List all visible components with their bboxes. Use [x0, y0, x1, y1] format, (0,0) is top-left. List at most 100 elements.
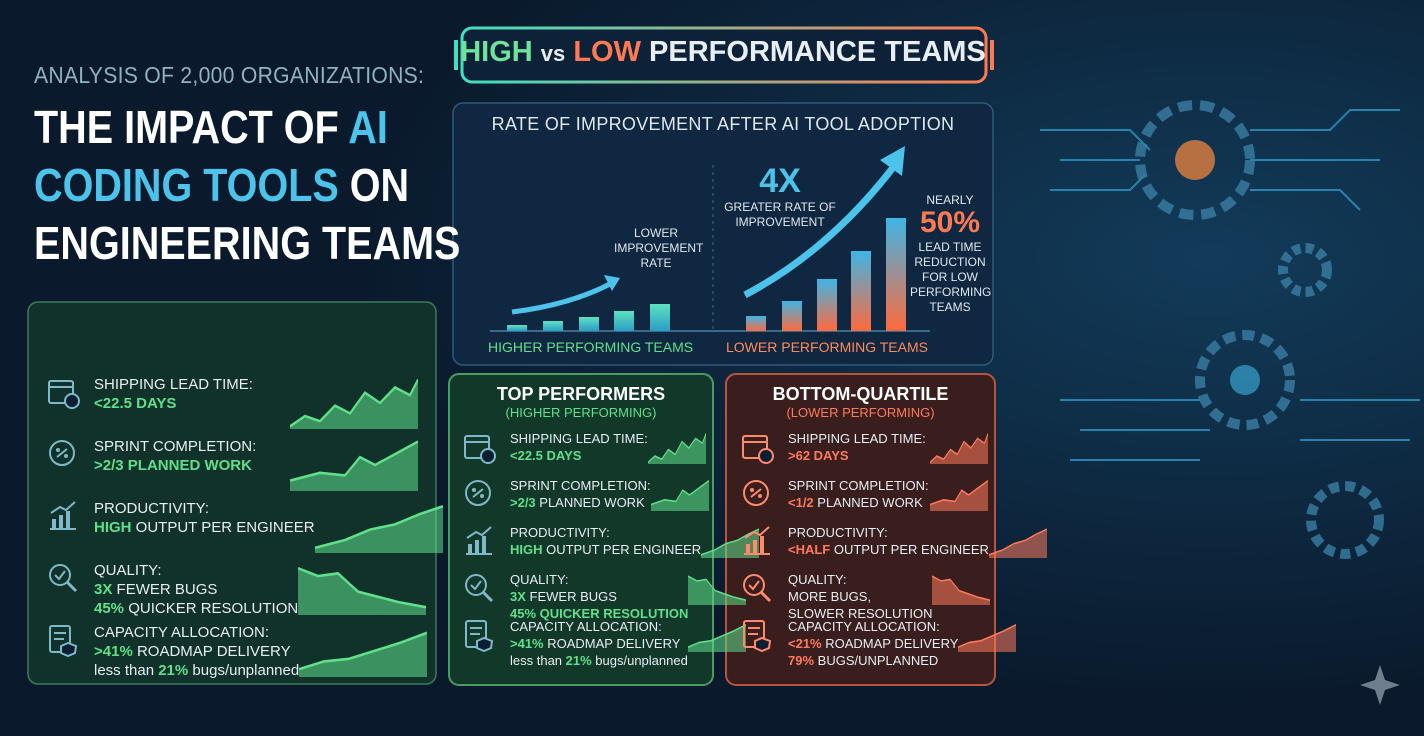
- metric-row: SHIPPING LEAD TIME: <22.5 DAYS: [462, 430, 706, 464]
- metric-line: <1/2 PLANNED WORK: [788, 494, 930, 511]
- title-part: CODING TOOLS: [34, 159, 339, 211]
- metric-value: PLANNED WORK: [813, 495, 923, 510]
- icon: [465, 574, 494, 603]
- metric-value: ROADMAP DELIVERY: [821, 636, 959, 651]
- icon: [49, 625, 78, 657]
- metric-label: SHIPPING LEAD TIME:: [94, 376, 253, 393]
- metric-row: CAPACITY ALLOCATION: >41% ROADMAP DELIVER…: [46, 623, 428, 680]
- card-subtitle: (LOWER PERFORMING): [786, 405, 935, 420]
- metric-value: <21%: [788, 636, 822, 651]
- metric-value: <22.5 DAYS: [94, 395, 177, 412]
- metric-value: 3X: [510, 589, 526, 604]
- metric-value: PLANNED WORK: [535, 495, 645, 510]
- metric-label: QUALITY:: [788, 572, 847, 587]
- metric-value: OUTPUT PER ENGINEER: [542, 542, 702, 557]
- sparkline: [688, 575, 747, 605]
- metric-value: HIGH: [94, 519, 132, 536]
- metric-label: QUALITY:: [510, 572, 569, 587]
- metric-label: SPRINT COMPLETION:: [788, 478, 929, 493]
- icon: [48, 380, 80, 409]
- percent-note: LEAD TIME REDUCTION FOR LOW PERFORMING T…: [910, 240, 992, 314]
- metric-value: ROADMAP DELIVERY: [132, 643, 291, 660]
- metric-value: QUICKER RESOLUTION: [124, 600, 299, 617]
- sparkline: [930, 479, 988, 511]
- metric-line: less than 21% bugs/unplanned: [94, 661, 299, 680]
- chart-title: RATE OF IMPROVEMENT AFTER AI TOOL ADOPTI…: [491, 114, 955, 134]
- metric-label: CAPACITY ALLOCATION:: [94, 624, 270, 641]
- metric-line: 45% QUICKER RESOLUTION: [94, 599, 298, 618]
- metric-value: >2/3 PLANNED WORK: [94, 457, 252, 474]
- sparkline: [650, 479, 709, 511]
- metric-value: 21%: [158, 662, 189, 679]
- metric-row: QUALITY: 3X FEWER BUGS 45% QUICKER RESOLUT…: [462, 571, 747, 622]
- metric-line: <22.5 DAYS: [510, 447, 648, 464]
- metric-line: SLOWER RESOLUTION: [788, 605, 932, 622]
- sparkline: [290, 440, 418, 491]
- sparkline: [932, 575, 991, 605]
- metric-row: QUALITY: 3X FEWER BUGS 45% QUICKER RESOLUT…: [46, 561, 427, 618]
- metric-text: QUALITY: 3X FEWER BUGS 45% QUICKER RESOLUT…: [510, 571, 688, 622]
- metric-label: CAPACITY ALLOCATION:: [788, 619, 940, 634]
- metric-value: FEWER BUGS: [525, 589, 617, 604]
- metric-row: CAPACITY ALLOCATION: <21% ROADMAP DELIVER…: [740, 618, 1017, 669]
- metric-value: 21%: [565, 653, 592, 668]
- metric-value: BUGS/UNPLANNED: [814, 653, 939, 668]
- main-title: THE IMPACT OF AI CODING TOOLS ON ENGINEERI…: [34, 98, 460, 272]
- metric-line: >41% ROADMAP DELIVERY: [94, 642, 299, 661]
- metric-value: <22.5 DAYS: [510, 448, 582, 463]
- icon: [49, 564, 78, 593]
- axis-label: HIGHER PERFORMING TEAMS: [488, 339, 694, 355]
- metric-line: >62 DAYS: [788, 447, 930, 464]
- low-note: LOWER IMPROVEMENT RATE: [614, 226, 704, 270]
- metric-line: HIGH OUTPUT PER ENGINEER: [94, 518, 315, 537]
- icon: [465, 620, 494, 652]
- metric-value: 3X: [94, 581, 113, 598]
- metric-value: ROADMAP DELIVERY: [543, 636, 681, 651]
- metric-text: SHIPPING LEAD TIME: >62 DAYS: [788, 430, 930, 464]
- metric-line: 3X FEWER BUGS: [510, 588, 688, 605]
- axis-label: LOWER PERFORMING TEAMS: [726, 339, 928, 355]
- metric-value: >2/3: [510, 495, 536, 510]
- sparkline: [298, 566, 427, 615]
- card-title: BOTTOM-QUARTILE: [772, 384, 949, 404]
- metric-row: SPRINT COMPLETION: >2/3 PLANNED WORK: [46, 437, 418, 491]
- metric-text: CAPACITY ALLOCATION: >41% ROADMAP DELIVER…: [510, 618, 688, 669]
- icon: [743, 480, 769, 506]
- kicker: ANALYSIS OF 2,000 ORGANIZATIONS:: [34, 62, 425, 88]
- title-part: THE IMPACT OF: [34, 101, 349, 153]
- banner-high: HIGH: [460, 36, 533, 68]
- metric-label: SPRINT COMPLETION:: [510, 478, 651, 493]
- nearly: NEARLY: [926, 193, 974, 207]
- metric-value: OUTPUT PER ENGINEER: [131, 519, 315, 536]
- metric-row: CAPACITY ALLOCATION: >41% ROADMAP DELIVER…: [462, 618, 746, 669]
- sparkline: [648, 433, 706, 464]
- icon: [464, 435, 496, 464]
- icon: [49, 440, 75, 466]
- metric-line: 3X FEWER BUGS: [94, 580, 298, 599]
- metric-row: SPRINT COMPLETION: >2/3 PLANNED WORK: [462, 477, 709, 511]
- sparkline: [958, 624, 1017, 652]
- sparkline: [930, 433, 988, 464]
- icon: [743, 620, 772, 652]
- metric-text: SHIPPING LEAD TIME: <22.5 DAYS: [94, 375, 290, 413]
- sparkline: [290, 378, 418, 429]
- sparkline: [687, 624, 746, 652]
- metric-text: SPRINT COMPLETION: >2/3 PLANNED WORK: [94, 437, 290, 475]
- icon: [50, 501, 76, 530]
- icon: [744, 526, 770, 555]
- metric-row: PRODUCTIVITY: HIGH OUTPUT PER ENGINEER: [462, 524, 760, 558]
- metric-row: QUALITY: MORE BUGS, SLOWER RESOLUTION: [740, 571, 991, 622]
- banner-rest: PERFORMANCE TEAMS: [649, 36, 986, 68]
- metric-line: less than 21% bugs/unplanned: [510, 652, 688, 669]
- metric-row: PRODUCTIVITY: HIGH OUTPUT PER ENGINEER: [46, 499, 443, 553]
- metric-line: 45% QUICKER RESOLUTION: [510, 605, 688, 622]
- metric-value: less than: [510, 653, 566, 668]
- multiplier-note: GREATER RATE OF IMPROVEMENT: [724, 200, 836, 229]
- icon: [466, 526, 492, 555]
- metric-value: OUTPUT PER ENGINEER: [830, 542, 989, 557]
- metric-line: <21% ROADMAP DELIVERY: [788, 635, 958, 652]
- metric-text: CAPACITY ALLOCATION: <21% ROADMAP DELIVER…: [788, 618, 958, 669]
- metric-value: >62 DAYS: [788, 448, 849, 463]
- metric-value: 79%: [788, 653, 815, 668]
- card-title: TOP PERFORMERS: [496, 384, 666, 404]
